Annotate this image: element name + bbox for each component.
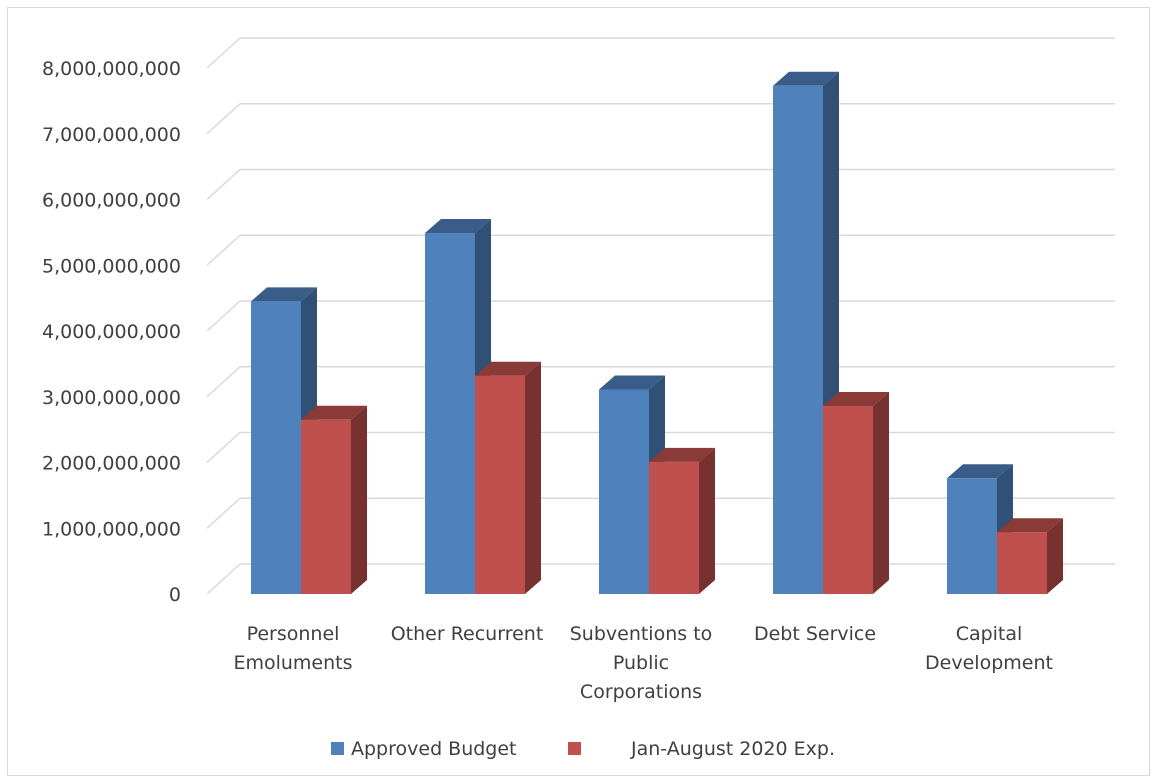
x-category-label: Subventions to [570, 623, 713, 645]
bar-top-face [251, 287, 317, 302]
bar-front-face [251, 301, 301, 594]
bar-front-face [425, 233, 475, 594]
bar-front-face [301, 419, 351, 594]
bar-side-face [525, 361, 541, 594]
x-category-label: Emoluments [233, 652, 352, 674]
bar [947, 464, 1013, 594]
bar-side-face [699, 447, 715, 594]
bar [773, 71, 839, 594]
y-tick-label: 4,000,000,000 [42, 321, 181, 343]
bar-top-face [823, 391, 889, 406]
bar-top-face [301, 405, 367, 420]
y-tick-label: 5,000,000,000 [42, 255, 181, 277]
gridline-side [206, 234, 241, 266]
bar-top-face [947, 464, 1013, 479]
bar-front-face [773, 85, 823, 594]
x-category-label: Public [613, 652, 669, 674]
bar-top-face [599, 375, 665, 390]
x-category-label: Development [925, 652, 1053, 674]
bar-front-face [475, 375, 525, 594]
y-tick-label: 7,000,000,000 [42, 124, 181, 146]
legend-label: Jan-August 2020 Exp. [630, 738, 835, 760]
bar-top-face [997, 518, 1063, 533]
bar-side-face [351, 405, 367, 594]
bar [649, 447, 715, 594]
legend-label: Approved Budget [351, 738, 517, 760]
bar-front-face [997, 532, 1047, 594]
bar [997, 518, 1063, 594]
bar-front-face [823, 405, 873, 594]
bar [301, 405, 367, 594]
bar-top-face [649, 447, 715, 462]
bar-side-face [1047, 518, 1063, 594]
y-tick-label: 0 [169, 584, 181, 606]
y-tick-label: 1,000,000,000 [42, 518, 181, 540]
bar-side-face [873, 391, 889, 594]
gridline-side [206, 366, 241, 398]
gridline-side [206, 497, 241, 529]
gridline-side [206, 168, 241, 201]
legend-swatch [568, 742, 581, 755]
x-category-label: Debt Service [754, 623, 876, 645]
legend-swatch [331, 742, 344, 755]
gridline-side [206, 37, 241, 69]
bar-top-face [425, 219, 491, 234]
gridline-side [206, 563, 241, 595]
y-tick-label: 2,000,000,000 [42, 453, 181, 475]
x-category-label: Other Recurrent [391, 623, 544, 645]
chart-frame [7, 7, 1150, 776]
x-category-label: Corporations [580, 681, 702, 703]
gridline-side [206, 300, 241, 332]
gridline-side [206, 431, 241, 464]
x-category-label: Capital [956, 623, 1023, 645]
x-category-label: Personnel [247, 623, 340, 645]
bar [823, 391, 889, 594]
bar-front-face [649, 461, 699, 594]
bar-front-face [599, 389, 649, 594]
bar-front-face [947, 478, 997, 594]
y-tick-label: 8,000,000,000 [42, 58, 181, 80]
y-tick-label: 3,000,000,000 [42, 387, 181, 409]
y-tick-label: 6,000,000,000 [42, 190, 181, 212]
bar [475, 361, 541, 594]
bar-top-face [475, 361, 541, 376]
bar [251, 287, 317, 594]
bar-top-face [773, 71, 839, 86]
gridline-side [206, 103, 241, 135]
